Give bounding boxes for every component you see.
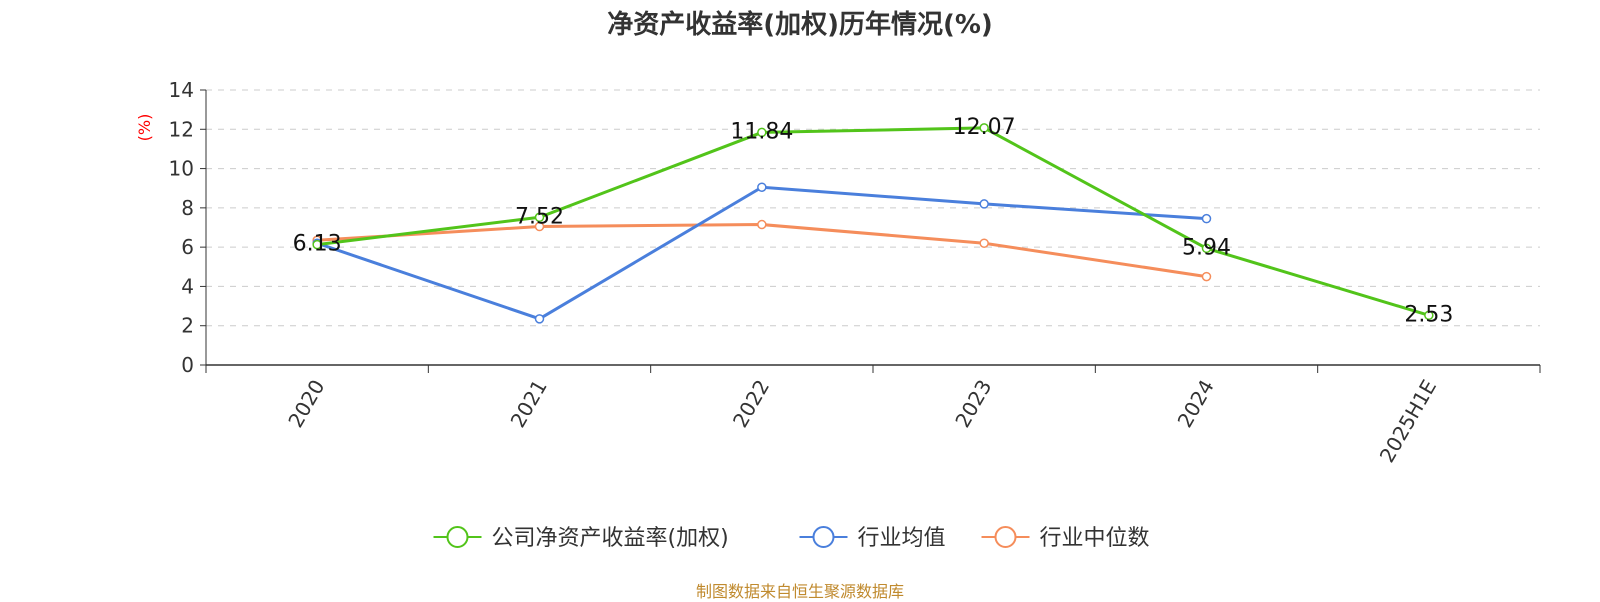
x-tick-label: 2024 (1173, 376, 1219, 432)
data-point (312, 239, 322, 250)
data-point (1201, 213, 1212, 224)
legend-label: 行业中位数 (1040, 526, 1150, 551)
legend: 公司净资产收益率(加权) 行业均值 行业中位数 (433, 526, 1150, 551)
legend-swatch-marker (994, 526, 1017, 548)
y-axis-label: (%) (135, 114, 154, 142)
data-point (534, 212, 545, 223)
data-labels: 6.13 7.52 11.84 12.07 5.94 2.53 (293, 115, 1454, 327)
data-label: 11.84 (730, 119, 793, 144)
x-tick-label: 2021 (506, 376, 552, 432)
y-tick-label: 4 (181, 274, 194, 298)
data-label: 6.13 (293, 232, 342, 257)
x-tick-label: 2022 (728, 376, 774, 432)
data-point (757, 127, 767, 138)
data-point (979, 238, 989, 248)
source-note: 制图数据来自恒生聚源数据库 (695, 582, 904, 601)
y-tick-label: 8 (181, 196, 194, 220)
data-label: 12.07 (953, 115, 1016, 140)
y-tick-label: 2 (181, 314, 194, 338)
gridlines (206, 89, 1540, 327)
x-tick-label: 2023 (950, 376, 996, 432)
data-point (534, 221, 545, 232)
y-tick-label: 14 (169, 78, 194, 102)
series-line (316, 126, 1430, 317)
series-line (316, 185, 1207, 321)
y-tick-label: 0 (181, 353, 194, 377)
series-line (317, 223, 1207, 279)
data-point (1201, 243, 1212, 254)
legend-label: 行业均值 (858, 526, 946, 551)
x-tick-label: 2020 (283, 376, 329, 432)
data-point (1424, 310, 1434, 321)
legend-swatch-marker (812, 526, 835, 548)
data-point (757, 182, 767, 192)
legend-swatch-marker (446, 526, 469, 548)
data-point (979, 123, 989, 133)
y-tick-label: 12 (169, 117, 194, 141)
line-chart: 0 2 4 6 8 10 12 14 (%) 2020 2021 2022 2023 2024 2025H1… (135, 78, 1541, 551)
x-tick-label: 2025H1E (1375, 376, 1441, 467)
data-point (979, 199, 989, 209)
data-point (534, 314, 545, 324)
data-point (757, 219, 767, 230)
legend-label: 公司净资产收益率(加权) (492, 526, 729, 551)
axes: 0 2 4 6 8 10 12 14 (%) 2020 2021 2022 2023 2024 2025H1… (135, 78, 1541, 467)
chart-title: 净资产收益率(加权)历年情况(%) (607, 10, 993, 40)
data-label: 5.94 (1182, 235, 1231, 260)
data-label: 7.52 (515, 204, 564, 229)
y-tick-label: 6 (181, 235, 194, 259)
data-point (1201, 271, 1212, 282)
data-label: 2.53 (1404, 302, 1453, 327)
y-tick-label: 10 (169, 157, 194, 181)
series-lines (312, 123, 1434, 324)
